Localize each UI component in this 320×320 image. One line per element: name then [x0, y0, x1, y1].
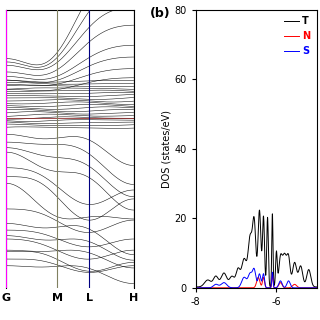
N	[201, 286, 205, 290]
Text: (b): (b)	[150, 7, 170, 20]
S	[298, 286, 302, 290]
N	[315, 286, 319, 290]
N	[270, 272, 274, 276]
S	[252, 266, 256, 270]
T	[271, 240, 275, 244]
T	[258, 208, 261, 212]
Line: T: T	[196, 210, 317, 287]
N	[264, 285, 268, 289]
T	[201, 283, 205, 286]
T	[194, 285, 197, 289]
Line: S: S	[196, 268, 317, 288]
S	[201, 286, 205, 290]
S	[315, 286, 319, 290]
N	[267, 286, 271, 290]
N	[286, 286, 290, 290]
T	[315, 285, 319, 289]
Line: N: N	[196, 274, 317, 288]
S	[268, 286, 271, 290]
T	[264, 267, 268, 270]
N	[194, 286, 197, 290]
N	[271, 277, 275, 281]
T	[286, 252, 290, 256]
T	[298, 264, 302, 268]
N	[298, 286, 302, 290]
S	[194, 286, 197, 290]
S	[271, 276, 275, 280]
S	[301, 286, 305, 290]
T	[268, 279, 271, 283]
S	[286, 280, 290, 284]
Legend: T, N, S: T, N, S	[283, 14, 312, 58]
Y-axis label: DOS (states/eV): DOS (states/eV)	[162, 110, 172, 188]
S	[264, 285, 268, 289]
